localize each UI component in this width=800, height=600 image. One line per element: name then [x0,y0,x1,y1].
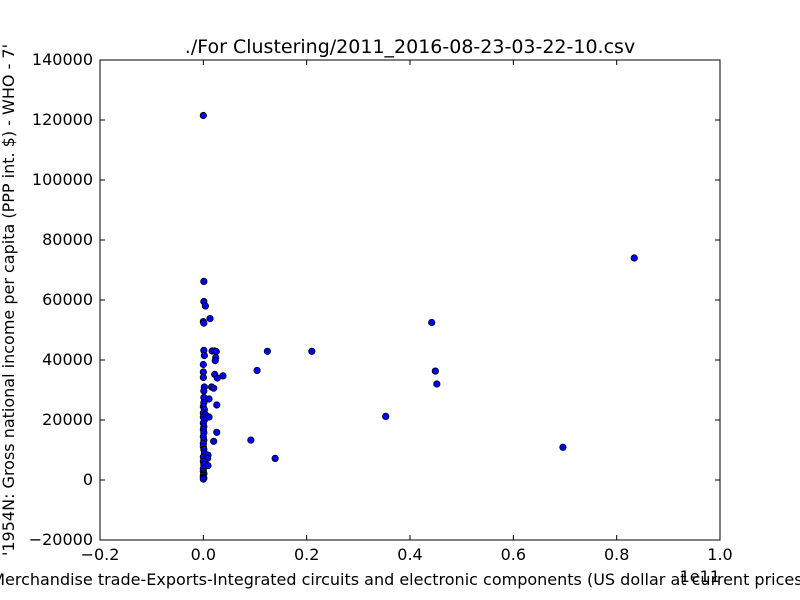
data-point [247,436,255,444]
data-point [199,360,207,369]
data-point [213,374,221,382]
data-point [206,314,214,323]
x-tick-label: 1.0 [707,545,732,564]
x-tick-label: 0.8 [604,545,629,564]
y-tick-label: 60000 [42,290,93,309]
data-point [382,412,390,420]
y-tick-label: −20000 [29,530,93,549]
data-point [200,319,208,327]
y-tick-label: 140000 [32,50,93,69]
data-point [253,366,261,375]
y-axis-title: '1954N: Gross national income per capita… [0,44,18,556]
data-point [431,367,439,375]
y-tick-label: 40000 [42,350,93,369]
x-tick-label: 0.0 [191,545,216,564]
data-point [211,356,219,365]
x-tick-label: 0.6 [501,545,526,564]
data-point [210,384,218,392]
data-point [199,475,207,483]
y-tick-label: 0 [83,470,93,489]
x-tick-label: 0.4 [397,545,422,564]
data-point [205,395,213,403]
x-axis-title: Merchandise trade-Exports-Integrated cir… [0,570,800,589]
data-point [433,380,441,388]
y-tick-label: 120000 [32,110,93,129]
data-point [200,387,208,395]
data-point [200,351,208,360]
data-point [201,302,209,310]
data-point [263,347,271,355]
plot-frame [99,59,721,541]
data-point [200,277,208,285]
data-point [212,347,220,356]
y-tick-label: 80000 [42,230,93,249]
data-points [199,111,638,483]
axis-ticks: −0.2 0.0 0.2 0.4 0.6 0.8 1.0 −20000 0 20000 40000 6… [29,50,733,564]
chart-title: ./For Clustering/2011_2016-08-23-03-22-1… [185,36,635,58]
x-tick-label: 0.2 [294,545,319,564]
data-point [630,254,638,262]
y-tick-label: 100000 [32,170,93,189]
data-point [199,111,207,120]
data-point [210,437,218,445]
data-point [199,373,207,381]
y-tick-label: 20000 [42,410,93,429]
x-tick-label: −0.2 [81,545,120,564]
data-point [559,443,567,451]
data-point [308,347,316,355]
x-axis-offset-label: 1e11 [680,567,720,586]
data-point [428,318,436,327]
data-point [213,401,221,409]
data-point [271,454,279,462]
data-point [213,428,221,436]
